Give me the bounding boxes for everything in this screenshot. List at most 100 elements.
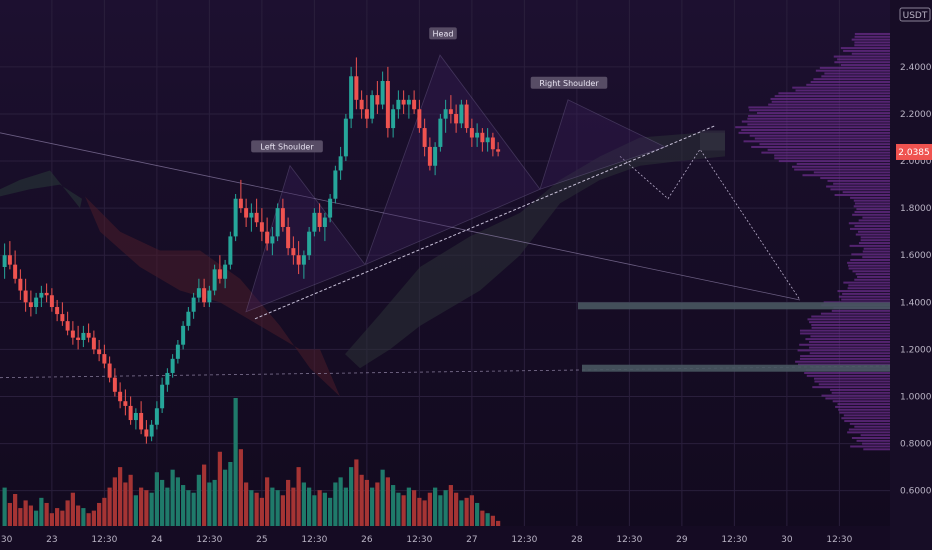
candle-body [370,95,374,119]
candle-body [186,312,190,326]
volume-bar [328,498,332,526]
volume-profile-bar [799,344,890,346]
candle-body [29,302,33,307]
candle-body [260,222,264,231]
volume-bar [391,485,395,526]
volume-bar [139,488,143,526]
volume-profile-bar [843,191,890,193]
volume-profile-bar [853,270,890,272]
volume-bar [207,482,211,526]
volume-bar [318,490,322,526]
volume-profile-bar [750,135,890,137]
candle-body [276,208,280,236]
volume-profile-bar [855,33,890,35]
candle-body [459,105,463,124]
volume-bar [218,452,222,526]
volume-profile-bar [811,316,890,318]
candle-body [249,213,253,218]
volume-profile-bar [856,234,890,236]
pattern-label-text: Right Shoulder [539,79,599,88]
volume-bar [228,462,232,526]
candle-body [39,293,43,298]
volume-profile-bar [775,95,890,97]
volume-bar [50,513,54,526]
volume-profile-bar [850,197,890,199]
volume-profile-bar [806,84,890,86]
volume-bar [150,493,154,526]
volume-profile-bar [805,338,890,340]
volume-bar [234,398,238,526]
volume-profile-bar [830,188,890,190]
volume-bar [239,449,243,526]
volume-bar [45,503,49,526]
candle-body [302,255,306,264]
volume-profile-bar [810,352,890,354]
volume-profile-bar [792,87,890,89]
volume-profile-bar [771,98,890,100]
volume-profile-bar [811,81,890,83]
candle-body [108,364,112,378]
volume-profile-bar [800,355,890,357]
x-tick-label: 25 [256,535,267,545]
volume-profile-bar [751,146,890,148]
volume-bar [249,490,253,526]
candle-body [150,425,154,437]
volume-bar [176,477,180,526]
volume-bar [276,490,280,526]
volume-bar [307,488,311,526]
candle-body [102,354,106,363]
pattern-label: Head [429,27,457,39]
volume-profile-bar [838,409,890,411]
volume-profile-bar [854,200,890,202]
volume-profile-bar [857,276,890,278]
volume-bar [255,493,259,526]
cloud-segment-green [0,170,82,208]
volume-bar [486,513,490,526]
volume-profile-bar [809,321,890,323]
volume-profile-bar [852,53,890,55]
y-axis: 2.40000 2.20000 2.00000 1.80000 1.60000 1.400… [890,0,932,550]
candle-body [496,149,500,151]
volume-profile-bar [863,251,890,253]
volume-profile-bar [855,211,890,213]
candle-body [454,114,458,123]
candle-body [207,291,211,303]
candle-body [192,298,196,312]
candle-body [286,227,290,248]
volume-bar [454,493,458,526]
volume-bar [407,488,411,526]
volume-profile-bar [832,392,890,394]
volume-profile-bar [821,395,890,397]
volume-profile-bar [855,36,890,38]
candle-body [255,213,259,222]
volume-profile-bar [835,406,890,408]
volume-bar [181,485,185,526]
volume-profile-bar [849,222,890,224]
volume-bar [386,477,390,526]
volume-bar [412,490,416,526]
volume-profile-bar [759,143,890,145]
candle-body [71,331,75,338]
volume-profile-bar [800,332,890,334]
candle-body [129,406,133,420]
candle-body [97,349,101,354]
projection-path [620,149,800,300]
volume-bars [3,398,501,526]
candle-body [228,236,232,264]
volume-profile-bar [862,443,890,445]
volume-bar [297,467,301,526]
volume-bar [186,490,190,526]
candle-body [18,279,22,291]
x-axis: 12:302312:302412:302512:302612:302712:30… [0,526,890,550]
volume-bar [108,488,112,526]
volume-bar [465,498,469,526]
candle-body [234,199,238,237]
volume-profile-bar [858,231,890,233]
candle-body [223,265,227,279]
volume-profile-bar [854,279,890,281]
y-tick-label: 1.20000 [900,345,932,355]
volume-bar [365,480,369,526]
candle-body [354,76,358,100]
volume-bar [444,490,448,526]
